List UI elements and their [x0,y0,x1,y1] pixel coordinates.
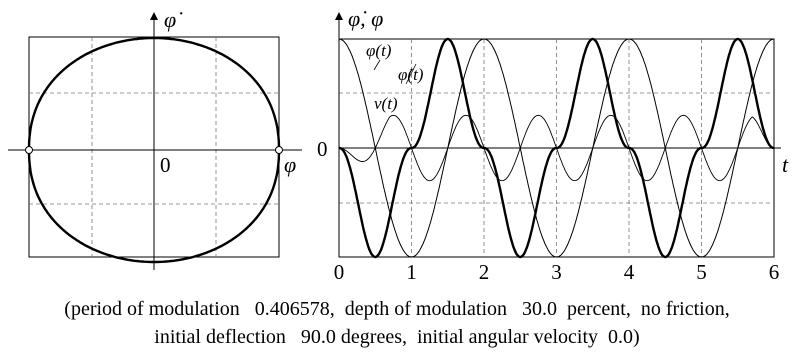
time-tick-label: 4 [624,260,635,284]
phase-equilibrium-markers [25,146,283,154]
time-tick-labels: 0 1 2 3 4 5 6 [334,260,780,284]
caption-line-1: (period of modulation 0.406578, depth of… [64,298,730,320]
series-nu-line [339,114,775,182]
time-history-grid [339,39,774,257]
time-tick-label: 2 [479,260,490,284]
time-tick-label: 3 [551,260,562,284]
time-origin-label: 0 [317,137,328,161]
time-tick-label: 0 [334,260,345,284]
time-x-axis-label: t [782,152,789,177]
phase-y-axis-label: φ̇ [164,7,183,32]
equilibrium-marker [25,146,33,154]
time-history-series [338,37,775,259]
equilibrium-marker [275,146,283,154]
phase-origin-label: 0 [160,153,171,177]
phase-portrait-grid [29,37,279,257]
phase-portrait-panel: φ̇ φ 0 [8,7,302,270]
time-tick-label: 5 [696,260,707,284]
phase-x-axis-label: φ [284,152,296,177]
legend-phi-dot-leader [405,63,417,85]
legend-nu: ν(t) [374,94,398,113]
legend-phi: φ(t) [366,41,392,60]
caption-line-2: initial deflection 90.0 degrees, initial… [154,326,640,348]
time-tick-label: 6 [769,260,780,284]
series-phi-line [338,38,775,258]
legend-phi-leader [373,59,381,71]
time-y-axis-label: φ̇, φ [348,6,383,31]
time-tick-label: 1 [406,260,417,284]
